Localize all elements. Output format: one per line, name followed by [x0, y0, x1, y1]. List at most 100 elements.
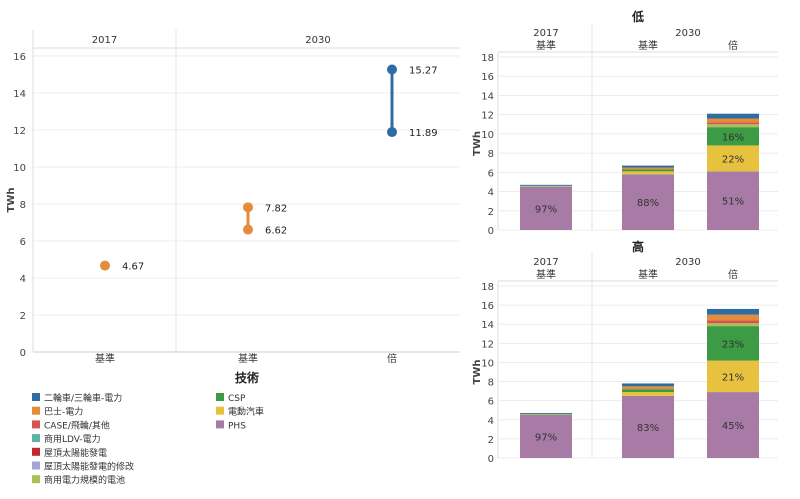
x-category-label: 基準 [638, 39, 658, 52]
legend-item-label: 商用LDV-電力 [44, 433, 101, 445]
y-axis-label: TWh [472, 360, 483, 385]
bar-segment [707, 326, 759, 361]
bar-segment [520, 186, 572, 230]
y-tick-label: 4 [488, 188, 494, 199]
bar-segment-label: 23% [722, 339, 744, 350]
y-tick-label: 8 [488, 149, 494, 160]
bar-segment [707, 145, 759, 172]
bar-segment [707, 122, 759, 125]
y-tick-label: 16 [481, 72, 494, 83]
bar-segment [622, 171, 674, 175]
bar-segment [707, 360, 759, 393]
y-tick-label: 12 [13, 126, 26, 137]
data-point-label: 6.62 [265, 226, 287, 237]
legend-item-label: 巴士-電力 [44, 406, 83, 418]
bar-segment [707, 320, 759, 324]
bar-segment [622, 383, 674, 387]
data-point-label: 15.27 [409, 66, 438, 77]
x-category-label: 基準 [536, 268, 556, 281]
bar-segment-label: 45% [722, 421, 744, 432]
y-tick-label: 6 [20, 237, 26, 248]
bar-segment-label: 97% [535, 204, 557, 215]
legend-item-label: 商用電力規模的電池 [44, 474, 125, 486]
x-category-label: 基準 [536, 39, 556, 52]
legend-swatch [32, 420, 40, 429]
bar-segment [622, 174, 674, 230]
legend-swatch [32, 447, 40, 456]
bar-segment-label: 88% [637, 198, 659, 209]
legend-swatch [32, 406, 40, 415]
bar-segment-label: 21% [722, 372, 744, 383]
y-tick-label: 18 [481, 282, 494, 293]
legend-title: 技術 [235, 370, 259, 385]
year-header-2017: 2017 [533, 257, 558, 268]
chart-title-high: 高 [632, 239, 644, 254]
bar-segment-label: 51% [722, 197, 744, 208]
bar-segment [520, 415, 572, 458]
chart-title-low: 低 [631, 9, 644, 24]
legend-swatch [216, 406, 224, 415]
data-point-label: 11.89 [409, 128, 438, 139]
year-header-2030: 2030 [305, 35, 330, 46]
bar-segment [707, 124, 759, 128]
y-tick-label: 8 [488, 378, 494, 389]
bar-segment [520, 414, 572, 415]
y-tick-label: 6 [488, 397, 494, 408]
y-tick-label: 4 [488, 416, 494, 427]
legend-item-label: CASE/飛輪/其他 [44, 419, 110, 431]
bar-segment [707, 323, 759, 327]
bar-segment [707, 392, 759, 458]
data-point-label: 7.82 [265, 203, 287, 214]
bar-segment [707, 314, 759, 321]
x-category-label: 基準 [638, 268, 658, 281]
x-category-label: 倍 [728, 268, 738, 281]
y-tick-label: 16 [13, 52, 26, 63]
bar-segment-label: 97% [535, 433, 557, 444]
y-tick-label: 2 [488, 207, 494, 218]
legend-swatch [216, 393, 224, 401]
bar-segment [520, 184, 572, 186]
legend-swatch [32, 461, 40, 470]
y-tick-label: 8 [20, 200, 26, 211]
y-tick-label: 4 [20, 274, 26, 285]
bar-segment [707, 171, 759, 230]
y-tick-label: 2 [488, 435, 494, 446]
bar-segment [707, 308, 759, 315]
y-tick-label: 2 [20, 311, 26, 322]
legend-item-label: 電動汽車 [228, 406, 264, 418]
bar-segment-label: 22% [722, 154, 744, 165]
data-point [387, 64, 397, 75]
data-point [100, 260, 110, 271]
y-tick-label: 14 [481, 320, 494, 331]
y-tick-label: 12 [481, 111, 494, 122]
legend-swatch [32, 393, 40, 401]
y-tick-label: 16 [481, 301, 494, 312]
legend-item-label: PHS [228, 421, 246, 431]
bar-segment [622, 392, 674, 396]
y-tick-label: 10 [481, 130, 494, 141]
data-point [387, 127, 397, 138]
bar-segment [622, 389, 674, 393]
y-tick-label: 6 [488, 168, 494, 179]
y-tick-label: 10 [481, 358, 494, 369]
legend-item-label: 二輪車/三輪車-電力 [44, 392, 122, 404]
bar-segment [622, 167, 674, 170]
bar-segment [622, 169, 674, 172]
bar-segment-label: 83% [637, 423, 659, 434]
bar-segment-label: 16% [722, 132, 744, 143]
year-header-2017: 2017 [92, 35, 117, 46]
legend-swatch [32, 434, 40, 443]
y-tick-label: 14 [13, 89, 26, 100]
legend-swatch [216, 420, 224, 429]
data-point [243, 202, 253, 213]
x-category-label: 倍 [728, 39, 738, 52]
x-category-label: 基準 [238, 352, 258, 365]
bar-segment [707, 113, 759, 119]
y-axis-label: TWh [472, 131, 483, 156]
legend-item-label: 屋頂太陽能發電 [44, 447, 107, 459]
bar-segment [520, 413, 572, 415]
bar-segment [622, 165, 674, 168]
bar-segment [622, 386, 674, 390]
legend-item-label: CSP [228, 394, 246, 404]
